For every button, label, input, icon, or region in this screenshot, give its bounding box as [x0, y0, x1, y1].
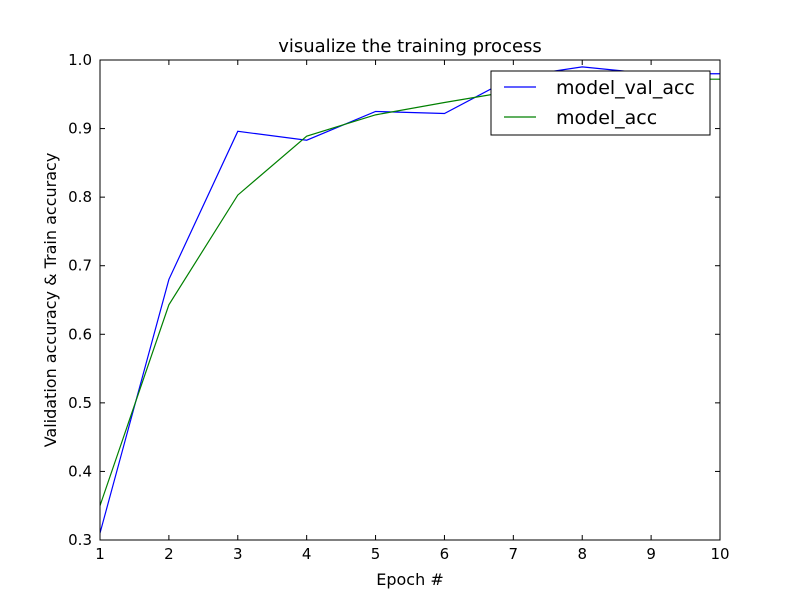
legend-box [490, 70, 711, 136]
y-tick-label: 0.9 [68, 120, 92, 138]
y-tick-label: 0.3 [68, 531, 92, 549]
series-line-model-acc [100, 78, 720, 506]
chart-title: visualize the training process [278, 36, 542, 57]
y-tick-label: 0.6 [68, 325, 92, 343]
x-tick-label: 7 [509, 545, 519, 563]
x-tick-label: 4 [302, 545, 312, 563]
y-tick-label: 0.4 [68, 462, 92, 480]
x-tick-label: 6 [440, 545, 450, 563]
y-tick-label: 1.0 [68, 51, 92, 69]
y-tick-label: 0.8 [68, 188, 92, 206]
x-tick-label: 3 [233, 545, 243, 563]
series-layer [100, 66, 720, 534]
y-tick-label: 0.7 [68, 257, 92, 275]
legend-entry: model_acc [556, 107, 657, 129]
y-axis-label: Validation accuracy & Train accuracy [41, 153, 60, 448]
series-line-model-val-acc [100, 66, 720, 534]
ticks-layer: 1 2 3 4 5 6 7 8 9 10 0.3 0.4 0.5 0.6 0.7 0.8 0.9 1.0 [68, 51, 729, 563]
x-tick-label: 9 [646, 545, 656, 563]
plot-frame [99, 59, 721, 541]
legend: model_val_acc model_acc [490, 70, 711, 136]
x-axis-label: Epoch # [376, 570, 443, 589]
y-tick-label: 0.5 [68, 394, 92, 412]
x-tick-label: 8 [577, 545, 587, 563]
x-tick-label: 10 [710, 545, 729, 563]
x-tick-label: 1 [95, 545, 105, 563]
x-tick-label: 2 [164, 545, 174, 563]
legend-entry: model_val_acc [556, 77, 695, 99]
x-tick-label: 5 [371, 545, 381, 563]
